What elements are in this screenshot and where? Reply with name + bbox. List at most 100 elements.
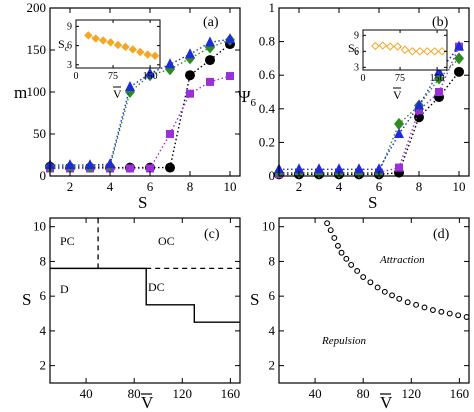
panel-b-ytick-label: 0.6 — [259, 67, 276, 82]
data-point-black — [414, 112, 424, 123]
panel-b-xtick-label: 10 — [453, 179, 466, 194]
panel-b-ytick-label: 1 — [269, 0, 276, 15]
data-point-blue — [85, 159, 95, 170]
panel-c-boundaries — [50, 218, 240, 323]
boundary-point — [343, 255, 350, 262]
inset-point — [385, 42, 395, 51]
boundary-solid — [50, 267, 240, 323]
panel-b-label: (b) — [432, 15, 449, 30]
inset-xtick-label: 0 — [74, 71, 79, 82]
data-point-blue — [314, 163, 324, 174]
boundary-point — [381, 288, 388, 295]
panel-b: 2 4 6 8 10 0 0.2 0.4 0.6 0.8 1 (b) Ψ6 S 0 75 150 3 6 9 … — [238, 0, 470, 212]
inset-xtick-label: 75 — [395, 73, 405, 84]
panel-c-xlabel: V — [141, 393, 154, 412]
boundary-point — [429, 307, 436, 314]
inset-point — [98, 36, 108, 45]
panel-b-xtick-label: 8 — [416, 179, 423, 194]
boundary-point — [354, 268, 361, 274]
inset-point — [408, 47, 417, 56]
panel-a-xlabel: S — [138, 193, 147, 212]
region-dc: DC — [148, 280, 165, 294]
data-point-purple — [146, 164, 154, 173]
data-point-blue — [394, 128, 404, 138]
panel-a-inset-ylabel: Sc — [58, 37, 69, 53]
panel-b-marks — [274, 40, 464, 180]
panel-b-inset-content: 0 75 150 3 6 9 — [354, 30, 447, 84]
inset-point — [84, 31, 93, 40]
data-point-blue — [414, 99, 424, 110]
panel-b-ticks: 2 4 6 8 10 0 0.2 0.4 0.6 0.8 1 — [259, 0, 469, 194]
boundary-point — [404, 299, 411, 306]
boundary-point — [396, 295, 403, 302]
boundary-point — [324, 220, 331, 227]
inset-xtick-label: 75 — [108, 71, 118, 82]
series-line-black — [279, 71, 460, 176]
panel-c-xtick-label: 40 — [80, 386, 93, 401]
panel-a-ytick-label: 0 — [40, 168, 47, 183]
panel-c-ytick-label: 2 — [40, 358, 47, 373]
boundary-point — [331, 235, 338, 241]
panel-a-ytick-label: 150 — [27, 42, 47, 57]
data-point-blue — [105, 158, 115, 169]
inset-point — [91, 34, 100, 43]
inset-point — [415, 47, 425, 56]
panel-b-xtick-label: 4 — [336, 179, 343, 194]
panel-c: 40 80 120 160 2 4 6 8 10 (c) S V PC OC D DC — [22, 217, 241, 412]
data-point-blue — [65, 159, 75, 170]
panel-c-xtick-label: 160 — [221, 386, 241, 401]
panel-d: 40 80 120 160 2 4 6 8 10 (d) S V Attraction Repu… — [250, 217, 470, 412]
panel-b-ylabel: Ψ6 — [238, 87, 257, 109]
panel-a-ytick-label: 50 — [33, 126, 46, 141]
panel-b-ytick-label: 0.4 — [259, 101, 276, 116]
boundary-point — [334, 242, 341, 249]
boundary-point — [367, 279, 374, 286]
series-line-green — [279, 57, 460, 174]
panel-d-ytick-label: 4 — [269, 323, 276, 338]
panel-d-xtick-label: 80 — [357, 386, 370, 401]
data-point-black — [205, 55, 215, 66]
inset-point — [423, 47, 432, 56]
boundary-point — [389, 292, 395, 299]
data-point-purple — [206, 77, 214, 86]
region-attraction: Attraction — [379, 254, 425, 266]
panel-a-inset: 0 75 150 3 6 9 Sc V — [58, 19, 161, 101]
panel-c-ytick-label: 8 — [40, 253, 47, 268]
boundary-point — [360, 274, 367, 281]
region-d: D — [60, 282, 69, 296]
boundary-point — [446, 310, 453, 317]
panel-d-label: (d) — [433, 227, 450, 242]
inset-point — [400, 45, 410, 54]
region-pc: PC — [60, 234, 75, 248]
data-point-blue — [165, 58, 175, 69]
panel-c-ytick-label: 4 — [40, 323, 47, 338]
panel-a-ytick-label: 100 — [27, 84, 47, 99]
data-point-blue — [354, 163, 364, 174]
panel-a-xtick-label: 2 — [67, 179, 74, 194]
data-point-blue — [294, 163, 304, 174]
data-point-blue — [334, 163, 344, 174]
boundary-point — [463, 314, 470, 320]
panel-d-ytick-label: 10 — [262, 219, 275, 234]
inset-point — [150, 51, 160, 61]
inset-ytick-label: 3 — [354, 62, 359, 73]
panel-b-inset: 0 75 150 3 6 9 Sc V — [348, 29, 448, 102]
inset-xtick-label: 150 — [430, 73, 445, 84]
boundary-point — [455, 312, 462, 319]
data-point-purple — [186, 89, 194, 98]
panel-a-ylabel: m — [14, 83, 27, 102]
boundary-point — [348, 261, 355, 268]
data-point-purple — [226, 72, 234, 81]
data-point-black — [185, 70, 195, 81]
panel-a-xtick-label: 6 — [147, 179, 154, 194]
panel-b-ytick-label: 0 — [269, 168, 276, 183]
panel-c-xtick-label: 80 — [128, 386, 141, 401]
boundary-point — [421, 304, 428, 311]
region-repulsion: Repulsion — [321, 335, 366, 347]
panel-b-inset-xlabel: V — [393, 88, 402, 102]
panel-c-ytick-label: 6 — [40, 288, 47, 303]
panel-d-marks — [324, 220, 470, 320]
panel-d-xtick-label: 120 — [402, 386, 422, 401]
inset-point — [113, 40, 123, 50]
